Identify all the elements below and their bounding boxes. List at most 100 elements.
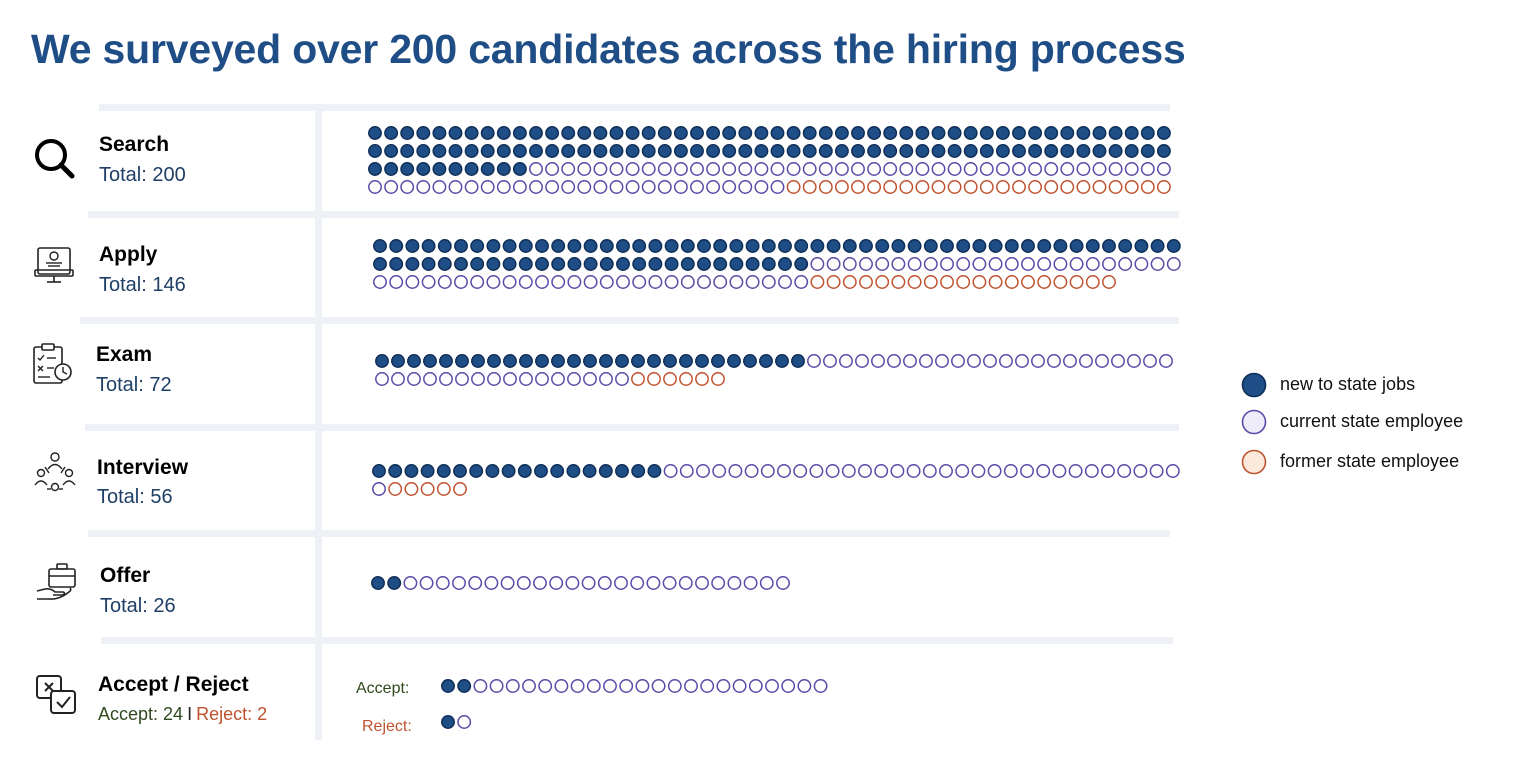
dot-search-new	[577, 144, 592, 158]
dot-apply-new	[713, 239, 728, 253]
dot-search-new	[464, 144, 479, 158]
dot-apply-former	[826, 275, 841, 289]
dot-interview-new	[420, 464, 435, 478]
dot-exam-current	[1095, 354, 1109, 368]
dot-exam-new	[567, 354, 581, 368]
dot-search-new	[609, 144, 624, 158]
dot-search-new	[979, 126, 994, 140]
separator	[88, 530, 1170, 537]
dot-apply-current	[421, 275, 436, 289]
dot-apply-new	[680, 239, 695, 253]
dot-apply-new	[389, 239, 404, 253]
dot-search-current	[770, 162, 785, 176]
dot-apply-new	[486, 239, 501, 253]
dot-offer-current	[678, 576, 693, 590]
dot-offer-current	[614, 576, 628, 590]
dot-apply-new	[826, 239, 841, 253]
interview-people-icon	[34, 452, 76, 492]
legend-swatch-new	[1241, 372, 1267, 398]
dot-search-former	[979, 180, 994, 194]
dot-exam-current	[1159, 354, 1173, 368]
dot-search-former	[963, 180, 978, 194]
dot-apply-current	[826, 257, 841, 271]
dot-search-current	[883, 162, 898, 176]
dot-offer-current	[776, 576, 790, 590]
dot-offer-current	[500, 576, 515, 590]
dot-search-new	[545, 126, 560, 140]
dot-interview-new	[615, 464, 629, 478]
column-divider	[315, 110, 322, 740]
dot-apply-current	[778, 275, 792, 289]
dot-search-new	[496, 144, 511, 158]
dot-interview-current	[744, 464, 759, 478]
dot-exam-new	[535, 354, 549, 368]
dot-search-new	[995, 126, 1010, 140]
dot-search-new	[1044, 144, 1059, 158]
dot-search-new	[400, 126, 415, 140]
dot-search-current	[432, 180, 447, 194]
dot-apply-new	[470, 257, 485, 271]
dot-search-current	[867, 162, 882, 176]
dot-search-current	[593, 180, 608, 194]
dot-apply-new	[1053, 239, 1068, 253]
dot-exam-current	[375, 372, 389, 386]
dot-interview-current	[971, 464, 986, 478]
dot-search-current	[706, 180, 721, 194]
dot-apply-new	[454, 257, 468, 271]
dot-search-current	[416, 180, 431, 194]
dot-apply-former	[1037, 275, 1052, 289]
dot-interview-new	[534, 464, 548, 478]
dot-apply-new	[405, 239, 420, 253]
dot-search-new	[561, 144, 576, 158]
dot-interview-new	[647, 464, 662, 478]
dot-exam-current	[807, 354, 821, 368]
briefcase-offer-icon	[36, 563, 76, 600]
dot-apply-new	[616, 257, 630, 271]
dot-offer-current	[403, 576, 418, 590]
dot-apply-new	[729, 239, 744, 253]
dot-exam-former	[631, 372, 645, 386]
dot-interview-current	[1068, 464, 1083, 478]
dot-search-former	[915, 180, 930, 194]
dot-apply-current	[632, 275, 647, 289]
dot-apply-current	[405, 275, 420, 289]
dot-apply-new	[1150, 239, 1165, 253]
dot-apply-new	[891, 239, 906, 253]
dot-search-current	[657, 180, 672, 194]
dot-accept-current	[473, 679, 488, 693]
dot-accept-current	[765, 679, 779, 693]
dot-apply-current	[583, 275, 598, 289]
dot-search-new	[722, 144, 737, 158]
dot-apply-new	[454, 239, 468, 253]
dot-search-former	[1124, 180, 1139, 194]
dot-apply-new	[664, 257, 679, 271]
dot-apply-new	[697, 239, 711, 253]
dot-search-new	[818, 126, 833, 140]
dot-interview-current	[1084, 464, 1099, 478]
dot-interview-new	[598, 464, 613, 478]
dot-interview-new	[631, 464, 646, 478]
stage-total-interview: Total: 56	[97, 486, 173, 508]
dot-interview-new	[566, 464, 581, 478]
dot-apply-former	[940, 275, 954, 289]
dot-search-new	[1092, 126, 1107, 140]
dot-search-current	[1092, 162, 1107, 176]
dot-apply-new	[551, 239, 566, 253]
dot-search-new	[738, 126, 753, 140]
dot-offer-current	[565, 576, 580, 590]
dot-exam-new	[647, 354, 661, 368]
dot-search-new	[512, 144, 527, 158]
dot-search-current	[722, 162, 737, 176]
dot-search-new	[786, 126, 801, 140]
dot-apply-current	[729, 275, 744, 289]
dot-search-current	[1076, 162, 1091, 176]
dot-interview-current	[1052, 464, 1067, 478]
dot-apply-new	[794, 257, 809, 271]
dot-search-former	[931, 180, 946, 194]
dot-apply-new	[680, 257, 695, 271]
dot-apply-current	[907, 257, 922, 271]
dot-search-current	[673, 162, 688, 176]
accept-row-label: Accept:	[356, 680, 410, 697]
dot-apply-current	[373, 275, 387, 289]
